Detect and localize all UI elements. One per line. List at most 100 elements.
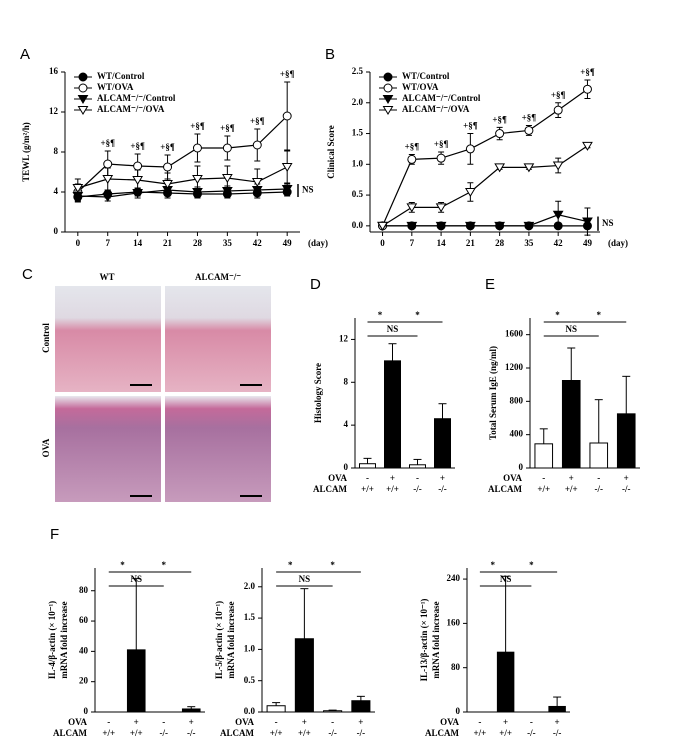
point — [192, 143, 202, 153]
y-tick-label: 0 — [54, 226, 59, 236]
y-tick-label: 1200 — [505, 362, 524, 372]
x-tick-label: -/- — [328, 728, 337, 738]
point — [221, 174, 233, 183]
y-tick-label: 0.0 — [244, 706, 256, 716]
x-tick-label: + — [134, 717, 139, 727]
x-tick-label: + — [440, 473, 445, 483]
x-tick-label: +/+ — [565, 484, 578, 494]
legend-label: WT/Control — [97, 71, 145, 81]
comparison-label: * — [120, 560, 125, 570]
y-tick-label: 0.5 — [352, 189, 364, 199]
series-line — [77, 166, 288, 189]
y-tick-label: 2.5 — [352, 66, 364, 76]
panel-letter: B — [325, 46, 335, 63]
x-tick-label: 14 — [437, 238, 447, 248]
significance-label: +§¶ — [100, 138, 115, 148]
point — [406, 203, 418, 213]
x-tick-label: - — [331, 717, 334, 727]
y-tick-label: 1600 — [505, 329, 524, 339]
point — [552, 210, 564, 220]
x-tick-label: 35 — [524, 238, 534, 248]
point — [383, 83, 393, 93]
x-tick-label: - — [162, 717, 165, 727]
y-tick-label: 8 — [344, 376, 349, 386]
x-tick-label: 0 — [380, 238, 385, 248]
comparison-label: * — [555, 310, 560, 320]
x-tick-label: 28 — [495, 238, 505, 248]
x-tick-label: - — [366, 473, 369, 483]
point — [553, 105, 563, 115]
y-axis-label: IL-4/β-actin (× 10⁻¹) — [47, 601, 57, 679]
legend: WT/ControlWT/OVAALCAM⁻/⁻/ControlALCAM⁻/⁻… — [74, 71, 176, 114]
panel-letter: C — [22, 266, 33, 283]
y-axis-label: IL-5/β-actin (× 10⁻¹) — [214, 601, 224, 679]
y-axis-label: IL-13/β-actin (× 10⁻¹) — [419, 599, 429, 682]
significance-label: +§¶ — [250, 116, 265, 126]
significance-label: +§¶ — [130, 141, 145, 151]
bar — [561, 380, 581, 469]
y-tick-label: 800 — [510, 395, 524, 405]
y-tick-label: 8 — [54, 146, 59, 156]
point — [281, 185, 293, 194]
point — [192, 175, 203, 184]
series-line — [382, 145, 588, 227]
series-line — [77, 115, 288, 193]
point — [102, 193, 114, 202]
significance-label: +§¶ — [280, 69, 295, 79]
y-tick-label: 0 — [519, 462, 524, 472]
bar — [409, 464, 426, 469]
micrograph — [55, 396, 161, 502]
x-tick-label: +/+ — [473, 728, 486, 738]
y-tick-label: 1.5 — [352, 128, 364, 138]
column-label: ALCAM⁻/⁻ — [195, 272, 241, 282]
comparison-label: NS — [387, 324, 399, 334]
row-name: ALCAM — [488, 484, 523, 494]
x-tick-label: 21 — [163, 238, 173, 248]
x-tick-label: -/- — [595, 484, 604, 494]
x-tick-label: 42 — [253, 238, 263, 248]
column-label: WT — [99, 272, 114, 282]
bar — [181, 708, 201, 713]
significance-label: +§¶ — [522, 113, 537, 123]
bar — [434, 418, 451, 469]
point — [406, 221, 418, 231]
y-tick-label: 1.5 — [244, 612, 256, 622]
x-axis-label: (day) — [308, 238, 328, 248]
comparison-label: * — [415, 310, 420, 320]
micrograph — [165, 286, 271, 392]
x-tick-label: + — [189, 717, 194, 727]
bar — [294, 638, 314, 713]
x-tick-label: - — [478, 717, 481, 727]
panel-letter: E — [485, 276, 495, 293]
y-tick-label: 80 — [79, 585, 89, 595]
x-tick-label: + — [302, 717, 307, 727]
x-tick-label: 21 — [466, 238, 476, 248]
comparison-label: NS — [500, 574, 512, 584]
series-line — [77, 188, 288, 198]
x-tick-label: + — [569, 473, 574, 483]
x-tick-label: +/+ — [130, 728, 143, 738]
point — [436, 153, 446, 163]
y-axis-label: Clinical Score — [326, 125, 336, 179]
point — [77, 106, 89, 115]
bar — [323, 710, 343, 713]
bar — [496, 651, 515, 713]
y-tick-label: 80 — [451, 662, 461, 672]
comparison-label: * — [378, 310, 383, 320]
comparison-label: * — [288, 560, 293, 570]
x-tick-label: + — [503, 717, 508, 727]
point — [523, 163, 535, 173]
comparison-label: * — [162, 560, 167, 570]
legend: WT/ControlWT/OVAALCAM⁻/⁻/ControlALCAM⁻/⁻… — [379, 71, 481, 114]
bar — [266, 705, 286, 713]
x-tick-label: 49 — [583, 238, 593, 248]
comparison-label: * — [491, 560, 496, 570]
row-name: ALCAM — [313, 484, 348, 494]
micrograph — [165, 396, 271, 502]
y-tick-label: 1.0 — [244, 643, 256, 653]
point — [494, 221, 506, 231]
legend-label: ALCAM⁻/⁻/OVA — [402, 104, 470, 114]
y-axis-label: TEWL (g/m²/h) — [21, 122, 31, 181]
point — [78, 72, 88, 82]
comparison-label: * — [529, 560, 534, 570]
